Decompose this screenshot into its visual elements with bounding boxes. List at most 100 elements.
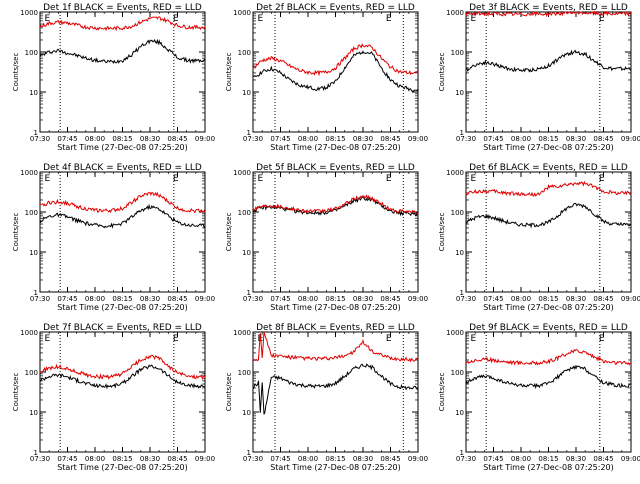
y-axis-label: Counts/sec: [225, 373, 233, 412]
x-tick-label: 08:30: [566, 135, 586, 143]
x-tick-label: 08:30: [566, 295, 586, 303]
x-tick-label: 08:00: [298, 135, 318, 143]
series-events-line: [252, 196, 419, 217]
x-tick-label: 08:45: [167, 455, 187, 463]
event-marker-label: E: [44, 174, 50, 184]
event-marker-label: E: [44, 14, 50, 24]
x-tick-label: 08:45: [380, 295, 400, 303]
x-tick-label: 08:30: [353, 455, 373, 463]
y-tick-label: 1000: [20, 329, 38, 337]
panel-det-2: Det 2f BLACK = Events, RED = LLD 1 10 100 10…: [225, 3, 428, 152]
event-marker-label: E: [386, 174, 392, 184]
y-tick-label: 1: [34, 129, 38, 137]
panel-title: Det 5f BLACK = Events, RED = LLD: [256, 163, 415, 173]
x-tick-label: 09:00: [408, 295, 428, 303]
series-events-line: [465, 364, 632, 390]
y-tick-label: 10: [29, 249, 38, 257]
y-tick-label: 1: [247, 289, 251, 297]
plot-frame: [39, 171, 206, 293]
y-axis-label: Counts/sec: [438, 53, 446, 92]
x-tick-label: 07:45: [270, 295, 290, 303]
y-tick-label: 1: [247, 129, 251, 137]
x-tick-label: 08:45: [380, 135, 400, 143]
x-tick-label: 07:45: [270, 455, 290, 463]
series-lld-line: [465, 10, 632, 18]
plot-frame: [252, 171, 419, 293]
x-tick-label: 07:30: [30, 135, 50, 143]
panel-title: Det 3f BLACK = Events, RED = LLD: [469, 3, 628, 13]
panel-title: Det 6f BLACK = Events, RED = LLD: [469, 163, 628, 173]
y-tick-label: 1: [460, 449, 464, 457]
y-tick-label: 100: [238, 49, 251, 57]
x-tick-label: 07:30: [456, 295, 476, 303]
x-axis-label: Start Time (27-Dec-08 07:25:20): [270, 303, 401, 312]
series-lld-line: [39, 191, 206, 214]
x-tick-label: 08:15: [538, 295, 558, 303]
y-axis-label: Counts/sec: [225, 53, 233, 92]
y-axis-label: Counts/sec: [438, 213, 446, 252]
x-tick-label: 08:00: [298, 455, 318, 463]
x-tick-label: 08:15: [325, 455, 345, 463]
event-marker-label: E: [386, 14, 392, 24]
series-lld-line: [252, 42, 419, 77]
x-tick-label: 07:30: [30, 295, 50, 303]
y-tick-label: 1: [460, 289, 464, 297]
series-events-line: [39, 364, 206, 390]
x-axis-label: Start Time (27-Dec-08 07:25:20): [270, 143, 401, 152]
x-axis-label: Start Time (27-Dec-08 07:25:20): [57, 143, 188, 152]
y-tick-label: 100: [25, 49, 38, 57]
x-tick-label: 07:45: [483, 135, 503, 143]
panel-title: Det 2f BLACK = Events, RED = LLD: [256, 3, 415, 13]
x-tick-label: 08:00: [511, 455, 531, 463]
series-lld-line: [465, 180, 632, 197]
x-tick-label: 08:45: [593, 295, 613, 303]
x-tick-label: 09:00: [621, 455, 640, 463]
plot-frame: [465, 331, 632, 453]
event-marker-label: E: [257, 174, 263, 184]
x-tick-label: 08:45: [167, 295, 187, 303]
y-tick-label: 1000: [233, 329, 251, 337]
plot-frame: [252, 331, 419, 453]
panel-det-7: Det 7f BLACK = Events, RED = LLD 1 10 100 10…: [12, 323, 215, 472]
series-events-line: [39, 38, 206, 64]
y-tick-label: 10: [242, 89, 251, 97]
x-tick-label: 08:30: [140, 295, 160, 303]
y-tick-label: 10: [242, 249, 251, 257]
x-tick-label: 08:00: [85, 455, 105, 463]
x-tick-label: 08:15: [538, 455, 558, 463]
y-tick-label: 10: [242, 409, 251, 417]
panel-det-9: Det 9f BLACK = Events, RED = LLD 1 10 100 10…: [438, 323, 640, 472]
panel-det-8: Det 8f BLACK = Events, RED = LLD 1 10 100 10…: [225, 323, 428, 472]
x-tick-label: 08:15: [538, 135, 558, 143]
series-lld-line: [39, 16, 206, 32]
series-events-line: [465, 202, 632, 229]
series-events-line: [39, 203, 206, 229]
panel-det-1: Det 1f BLACK = Events, RED = LLD 1 10 100 10…: [12, 3, 215, 152]
panel-det-6: Det 6f BLACK = Events, RED = LLD 1 10 100 10…: [438, 163, 640, 312]
y-tick-label: 1000: [20, 169, 38, 177]
series-lld-line: [252, 194, 419, 215]
y-axis-label: Counts/sec: [12, 213, 20, 252]
y-tick-label: 1000: [446, 169, 464, 177]
x-tick-label: 08:30: [566, 455, 586, 463]
y-tick-label: 100: [238, 209, 251, 217]
x-tick-label: 08:15: [325, 135, 345, 143]
event-marker-label: E: [257, 14, 263, 24]
x-tick-label: 08:00: [511, 135, 531, 143]
x-tick-label: 09:00: [408, 135, 428, 143]
event-marker-label: E: [470, 14, 476, 24]
x-tick-label: 08:00: [298, 295, 318, 303]
panel-title: Det 4f BLACK = Events, RED = LLD: [43, 163, 202, 173]
x-tick-label: 08:00: [85, 295, 105, 303]
series-lld-line: [465, 348, 632, 366]
y-axis-label: Counts/sec: [438, 373, 446, 412]
x-axis-label: Start Time (27-Dec-08 07:25:20): [483, 303, 614, 312]
y-tick-label: 10: [29, 409, 38, 417]
event-marker-label: E: [44, 334, 50, 344]
y-tick-label: 1000: [20, 9, 38, 17]
panel-det-4: Det 4f BLACK = Events, RED = LLD 1 10 100 10…: [12, 163, 215, 312]
event-marker-label: E: [470, 334, 476, 344]
y-tick-label: 1: [247, 449, 251, 457]
x-tick-label: 07:30: [456, 135, 476, 143]
